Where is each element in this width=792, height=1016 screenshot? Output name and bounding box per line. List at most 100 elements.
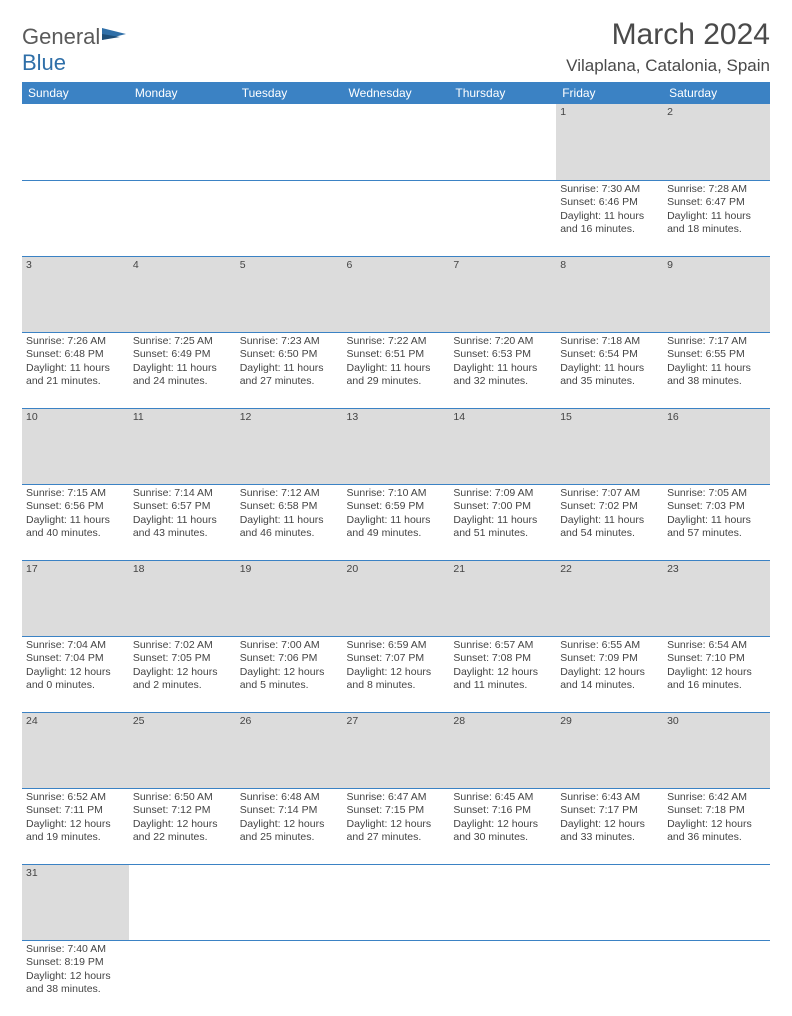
day-number-cell: 23 <box>663 560 770 636</box>
day-detail-text: Sunrise: 7:40 AM Sunset: 8:19 PM Dayligh… <box>26 943 125 998</box>
day-number-cell: 9 <box>663 256 770 332</box>
day-detail-cell <box>236 940 343 1016</box>
day-number-cell: 3 <box>22 256 129 332</box>
day-number-cell: 2 <box>663 104 770 180</box>
day-detail-cell: Sunrise: 6:48 AM Sunset: 7:14 PM Dayligh… <box>236 788 343 864</box>
day-detail-text: Sunrise: 6:48 AM Sunset: 7:14 PM Dayligh… <box>240 791 339 846</box>
day-data-row: Sunrise: 7:40 AM Sunset: 8:19 PM Dayligh… <box>22 940 770 1016</box>
col-saturday: Saturday <box>663 82 770 104</box>
day-detail-cell: Sunrise: 7:30 AM Sunset: 6:46 PM Dayligh… <box>556 180 663 256</box>
day-detail-cell: Sunrise: 7:40 AM Sunset: 8:19 PM Dayligh… <box>22 940 129 1016</box>
day-number-cell: 13 <box>343 408 450 484</box>
col-friday: Friday <box>556 82 663 104</box>
day-detail-cell: Sunrise: 6:54 AM Sunset: 7:10 PM Dayligh… <box>663 636 770 712</box>
day-detail-text: Sunrise: 7:30 AM Sunset: 6:46 PM Dayligh… <box>560 183 659 238</box>
day-detail-cell <box>129 940 236 1016</box>
day-detail-text: Sunrise: 7:02 AM Sunset: 7:05 PM Dayligh… <box>133 639 232 694</box>
day-number-cell: 24 <box>22 712 129 788</box>
day-number-cell: 8 <box>556 256 663 332</box>
daynum-row: 17181920212223 <box>22 560 770 636</box>
day-detail-text: Sunrise: 7:15 AM Sunset: 6:56 PM Dayligh… <box>26 487 125 542</box>
day-detail-cell: Sunrise: 7:10 AM Sunset: 6:59 PM Dayligh… <box>343 484 450 560</box>
day-detail-text: Sunrise: 7:12 AM Sunset: 6:58 PM Dayligh… <box>240 487 339 542</box>
day-detail-text: Sunrise: 7:05 AM Sunset: 7:03 PM Dayligh… <box>667 487 766 542</box>
logo-word-general: General <box>22 24 100 49</box>
logo-text: GeneralBlue <box>22 24 128 76</box>
day-detail-text: Sunrise: 7:00 AM Sunset: 7:06 PM Dayligh… <box>240 639 339 694</box>
day-detail-cell: Sunrise: 6:50 AM Sunset: 7:12 PM Dayligh… <box>129 788 236 864</box>
day-number-cell: 21 <box>449 560 556 636</box>
day-detail-text: Sunrise: 7:18 AM Sunset: 6:54 PM Dayligh… <box>560 335 659 390</box>
day-number-cell <box>343 864 450 940</box>
day-number-cell: 25 <box>129 712 236 788</box>
col-thursday: Thursday <box>449 82 556 104</box>
day-detail-cell: Sunrise: 6:45 AM Sunset: 7:16 PM Dayligh… <box>449 788 556 864</box>
day-detail-text: Sunrise: 6:54 AM Sunset: 7:10 PM Dayligh… <box>667 639 766 694</box>
day-detail-text: Sunrise: 7:10 AM Sunset: 6:59 PM Dayligh… <box>347 487 446 542</box>
day-detail-text: Sunrise: 6:59 AM Sunset: 7:07 PM Dayligh… <box>347 639 446 694</box>
day-number-cell <box>343 104 450 180</box>
day-detail-text: Sunrise: 7:09 AM Sunset: 7:00 PM Dayligh… <box>453 487 552 542</box>
day-detail-cell: Sunrise: 6:42 AM Sunset: 7:18 PM Dayligh… <box>663 788 770 864</box>
day-number-cell: 14 <box>449 408 556 484</box>
day-detail-cell: Sunrise: 6:59 AM Sunset: 7:07 PM Dayligh… <box>343 636 450 712</box>
day-detail-text: Sunrise: 6:52 AM Sunset: 7:11 PM Dayligh… <box>26 791 125 846</box>
day-detail-text: Sunrise: 7:28 AM Sunset: 6:47 PM Dayligh… <box>667 183 766 238</box>
day-number-cell: 15 <box>556 408 663 484</box>
day-detail-cell: Sunrise: 7:28 AM Sunset: 6:47 PM Dayligh… <box>663 180 770 256</box>
page-title: March 2024 <box>566 18 770 52</box>
day-number-cell: 1 <box>556 104 663 180</box>
day-detail-cell: Sunrise: 7:05 AM Sunset: 7:03 PM Dayligh… <box>663 484 770 560</box>
day-detail-cell <box>343 940 450 1016</box>
day-data-row: Sunrise: 7:15 AM Sunset: 6:56 PM Dayligh… <box>22 484 770 560</box>
day-number-cell: 29 <box>556 712 663 788</box>
day-number-cell: 6 <box>343 256 450 332</box>
flag-icon <box>102 24 128 49</box>
day-detail-text: Sunrise: 6:57 AM Sunset: 7:08 PM Dayligh… <box>453 639 552 694</box>
day-detail-text: Sunrise: 7:22 AM Sunset: 6:51 PM Dayligh… <box>347 335 446 390</box>
day-detail-cell: Sunrise: 7:14 AM Sunset: 6:57 PM Dayligh… <box>129 484 236 560</box>
daynum-row: 24252627282930 <box>22 712 770 788</box>
day-detail-cell: Sunrise: 7:22 AM Sunset: 6:51 PM Dayligh… <box>343 332 450 408</box>
day-number-cell <box>236 104 343 180</box>
day-detail-cell: Sunrise: 7:18 AM Sunset: 6:54 PM Dayligh… <box>556 332 663 408</box>
col-monday: Monday <box>129 82 236 104</box>
day-detail-cell <box>556 940 663 1016</box>
day-detail-text: Sunrise: 6:47 AM Sunset: 7:15 PM Dayligh… <box>347 791 446 846</box>
day-data-row: Sunrise: 7:04 AM Sunset: 7:04 PM Dayligh… <box>22 636 770 712</box>
day-detail-text: Sunrise: 6:55 AM Sunset: 7:09 PM Dayligh… <box>560 639 659 694</box>
day-detail-cell <box>449 940 556 1016</box>
day-detail-cell: Sunrise: 6:55 AM Sunset: 7:09 PM Dayligh… <box>556 636 663 712</box>
day-detail-cell <box>663 940 770 1016</box>
day-detail-text: Sunrise: 7:14 AM Sunset: 6:57 PM Dayligh… <box>133 487 232 542</box>
day-detail-cell <box>449 180 556 256</box>
day-detail-text: Sunrise: 6:42 AM Sunset: 7:18 PM Dayligh… <box>667 791 766 846</box>
header: GeneralBlue March 2024 Vilaplana, Catalo… <box>22 18 770 76</box>
day-number-cell <box>663 864 770 940</box>
day-data-row: Sunrise: 6:52 AM Sunset: 7:11 PM Dayligh… <box>22 788 770 864</box>
day-detail-cell: Sunrise: 7:09 AM Sunset: 7:00 PM Dayligh… <box>449 484 556 560</box>
day-number-cell: 19 <box>236 560 343 636</box>
day-number-cell: 5 <box>236 256 343 332</box>
day-detail-cell: Sunrise: 6:52 AM Sunset: 7:11 PM Dayligh… <box>22 788 129 864</box>
day-detail-cell: Sunrise: 7:00 AM Sunset: 7:06 PM Dayligh… <box>236 636 343 712</box>
day-detail-text: Sunrise: 6:43 AM Sunset: 7:17 PM Dayligh… <box>560 791 659 846</box>
day-detail-text: Sunrise: 6:50 AM Sunset: 7:12 PM Dayligh… <box>133 791 232 846</box>
day-data-row: Sunrise: 7:30 AM Sunset: 6:46 PM Dayligh… <box>22 180 770 256</box>
day-number-cell <box>236 864 343 940</box>
day-number-cell <box>449 104 556 180</box>
day-detail-text: Sunrise: 7:23 AM Sunset: 6:50 PM Dayligh… <box>240 335 339 390</box>
day-number-cell: 7 <box>449 256 556 332</box>
day-detail-cell: Sunrise: 6:47 AM Sunset: 7:15 PM Dayligh… <box>343 788 450 864</box>
daynum-row: 10111213141516 <box>22 408 770 484</box>
col-wednesday: Wednesday <box>343 82 450 104</box>
day-detail-cell: Sunrise: 7:20 AM Sunset: 6:53 PM Dayligh… <box>449 332 556 408</box>
day-detail-cell: Sunrise: 7:12 AM Sunset: 6:58 PM Dayligh… <box>236 484 343 560</box>
day-number-cell: 12 <box>236 408 343 484</box>
day-detail-text: Sunrise: 7:20 AM Sunset: 6:53 PM Dayligh… <box>453 335 552 390</box>
day-detail-cell: Sunrise: 6:57 AM Sunset: 7:08 PM Dayligh… <box>449 636 556 712</box>
day-detail-cell <box>22 180 129 256</box>
day-detail-cell: Sunrise: 7:26 AM Sunset: 6:48 PM Dayligh… <box>22 332 129 408</box>
day-detail-cell: Sunrise: 6:43 AM Sunset: 7:17 PM Dayligh… <box>556 788 663 864</box>
day-detail-cell: Sunrise: 7:23 AM Sunset: 6:50 PM Dayligh… <box>236 332 343 408</box>
